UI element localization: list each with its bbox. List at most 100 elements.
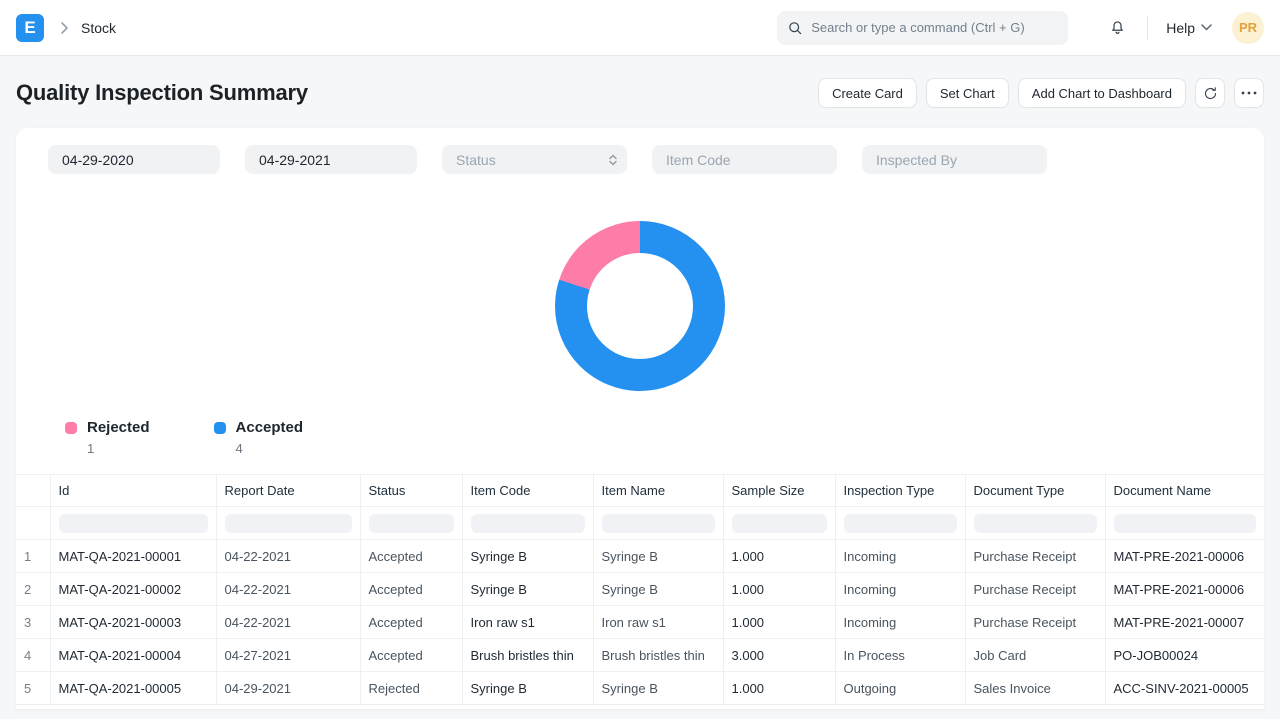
cell-report-date: 04-27-2021 [216, 638, 361, 672]
column-filter-input[interactable] [368, 513, 454, 533]
table-row[interactable]: 1 MAT-QA-2021-00001 04-22-2021 Accepted … [16, 539, 1264, 573]
column-filter-input[interactable] [58, 513, 208, 533]
row-number: 2 [16, 572, 51, 606]
row-number: 4 [16, 638, 51, 672]
cell-inspection-type: Incoming [835, 605, 966, 639]
legend-value: 4 [235, 441, 243, 456]
inspected-by-filter[interactable] [862, 145, 1047, 174]
breadcrumb[interactable]: Stock [81, 19, 117, 36]
legend-label: Rejected [87, 419, 150, 436]
cell-item-name: Syringe B [593, 671, 724, 705]
cell-document-type: Job Card [965, 638, 1106, 672]
cell-document-name[interactable]: PO-JOB00024 [1105, 638, 1264, 672]
cell-id[interactable]: MAT-QA-2021-00004 [50, 638, 217, 672]
cell-inspection-type: Incoming [835, 572, 966, 606]
cell-item-name: Brush bristles thin [593, 638, 724, 672]
cell-document-name[interactable]: MAT-PRE-2021-00007 [1105, 605, 1264, 639]
col-header-status[interactable]: Status [360, 474, 463, 507]
create-card-button[interactable]: Create Card [818, 78, 917, 108]
table-row[interactable]: 3 MAT-QA-2021-00003 04-22-2021 Accepted … [16, 605, 1264, 639]
table-header-row: Id Report Date Status Item Code Item Nam… [16, 474, 1264, 507]
row-number: 1 [16, 539, 51, 573]
cell-document-type: Purchase Receipt [965, 539, 1106, 573]
cell-document-type: Sales Invoice [965, 671, 1106, 705]
cell-item-name: Syringe B [593, 539, 724, 573]
row-number: 3 [16, 605, 51, 639]
col-header-document-type[interactable]: Document Type [965, 474, 1106, 507]
cell-item-code[interactable]: Syringe B [462, 572, 594, 606]
report-card: Rejected 1 Accepted 4 Id Report Date Sta… [16, 128, 1264, 709]
refresh-button[interactable] [1195, 78, 1225, 108]
chevron-down-icon [1201, 24, 1212, 31]
cell-document-name[interactable]: MAT-PRE-2021-00006 [1105, 539, 1264, 573]
search-icon [789, 21, 802, 34]
cell-id[interactable]: MAT-QA-2021-00001 [50, 539, 217, 573]
col-header-item-code[interactable]: Item Code [462, 474, 594, 507]
ellipsis-icon [1241, 91, 1257, 95]
help-label: Help [1166, 19, 1195, 36]
cell-item-code[interactable]: Brush bristles thin [462, 638, 594, 672]
row-number: 5 [16, 671, 51, 705]
column-filter-input[interactable] [601, 513, 715, 533]
table-row[interactable]: 2 MAT-QA-2021-00002 04-22-2021 Accepted … [16, 572, 1264, 606]
help-menu[interactable]: Help [1166, 20, 1212, 36]
col-header-report-date[interactable]: Report Date [216, 474, 361, 507]
cell-inspection-type: Outgoing [835, 671, 966, 705]
col-header-sample-size[interactable]: Sample Size [723, 474, 836, 507]
column-filter-input[interactable] [731, 513, 827, 533]
cell-status: Accepted [360, 605, 463, 639]
menu-button[interactable] [1234, 78, 1264, 108]
cell-id[interactable]: MAT-QA-2021-00005 [50, 671, 217, 705]
page-head: Quality Inspection Summary Create Card S… [0, 56, 1280, 128]
cell-inspection-type: Incoming [835, 539, 966, 573]
column-filter-input[interactable] [470, 513, 585, 533]
cell-sample-size: 1.000 [723, 572, 836, 606]
global-search[interactable] [777, 10, 1069, 45]
cell-report-date: 04-29-2021 [216, 671, 361, 705]
donut-chart[interactable] [555, 221, 725, 391]
cell-item-code[interactable]: Syringe B [462, 539, 594, 573]
column-filter-input[interactable] [843, 513, 957, 533]
cell-id[interactable]: MAT-QA-2021-00002 [50, 572, 217, 606]
cell-document-name[interactable]: ACC-SINV-2021-00005 [1105, 671, 1264, 705]
legend-swatch [65, 421, 77, 434]
item-code-filter[interactable] [652, 145, 837, 174]
add-chart-to-dashboard-button[interactable]: Add Chart to Dashboard [1017, 78, 1186, 108]
status-filter[interactable] [442, 145, 627, 174]
column-filter-input[interactable] [973, 513, 1097, 533]
column-filter-input[interactable] [224, 513, 352, 533]
legend-label: Accepted [235, 419, 304, 436]
app-logo-icon[interactable]: E [16, 13, 44, 42]
cell-sample-size: 1.000 [723, 671, 836, 705]
cell-status: Accepted [360, 638, 463, 672]
col-header-id[interactable]: Id [50, 474, 217, 507]
cell-status: Accepted [360, 572, 463, 606]
column-filter-input[interactable] [1113, 513, 1256, 533]
cell-item-name: Iron raw s1 [593, 605, 724, 639]
cell-document-type: Purchase Receipt [965, 605, 1106, 639]
cell-document-name[interactable]: MAT-PRE-2021-00006 [1105, 572, 1264, 606]
table-row[interactable]: 4 MAT-QA-2021-00004 04-27-2021 Accepted … [16, 638, 1264, 672]
cell-status: Accepted [360, 539, 463, 573]
donut-hole [587, 253, 693, 359]
avatar[interactable]: PR [1232, 11, 1264, 44]
from-date-filter[interactable] [48, 145, 220, 174]
notifications-button[interactable] [1104, 14, 1131, 41]
cell-id[interactable]: MAT-QA-2021-00003 [50, 605, 217, 639]
cell-item-name: Syringe B [593, 572, 724, 606]
col-header-item-name[interactable]: Item Name [593, 474, 724, 507]
col-header-document-name[interactable]: Document Name [1105, 474, 1264, 507]
navbar: E Stock Help PR [0, 0, 1280, 56]
to-date-filter[interactable] [245, 145, 417, 174]
cell-sample-size: 1.000 [723, 539, 836, 573]
table-row[interactable]: 5 MAT-QA-2021-00005 04-29-2021 Rejected … [16, 671, 1264, 705]
cell-item-code[interactable]: Iron raw s1 [462, 605, 594, 639]
set-chart-button[interactable]: Set Chart [925, 78, 1009, 108]
chart-legend: Rejected 1 Accepted 4 [16, 419, 1264, 474]
cell-item-code[interactable]: Syringe B [462, 671, 594, 705]
status-filter-wrap [442, 145, 627, 174]
table-filter-row [16, 506, 1264, 540]
col-header-inspection-type[interactable]: Inspection Type [835, 474, 966, 507]
refresh-icon [1204, 86, 1216, 99]
search-input[interactable] [811, 20, 1059, 35]
